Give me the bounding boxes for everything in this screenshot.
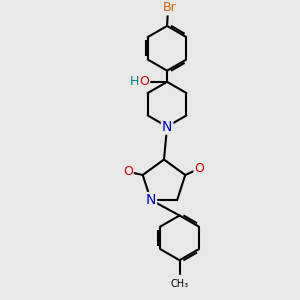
Text: CH₃: CH₃	[170, 280, 189, 290]
Text: O: O	[123, 165, 133, 178]
Text: O: O	[194, 162, 204, 175]
Text: O: O	[140, 75, 149, 88]
Text: N: N	[162, 120, 172, 134]
Text: N: N	[146, 193, 156, 207]
Text: Br: Br	[163, 2, 176, 14]
Text: H: H	[130, 75, 139, 88]
